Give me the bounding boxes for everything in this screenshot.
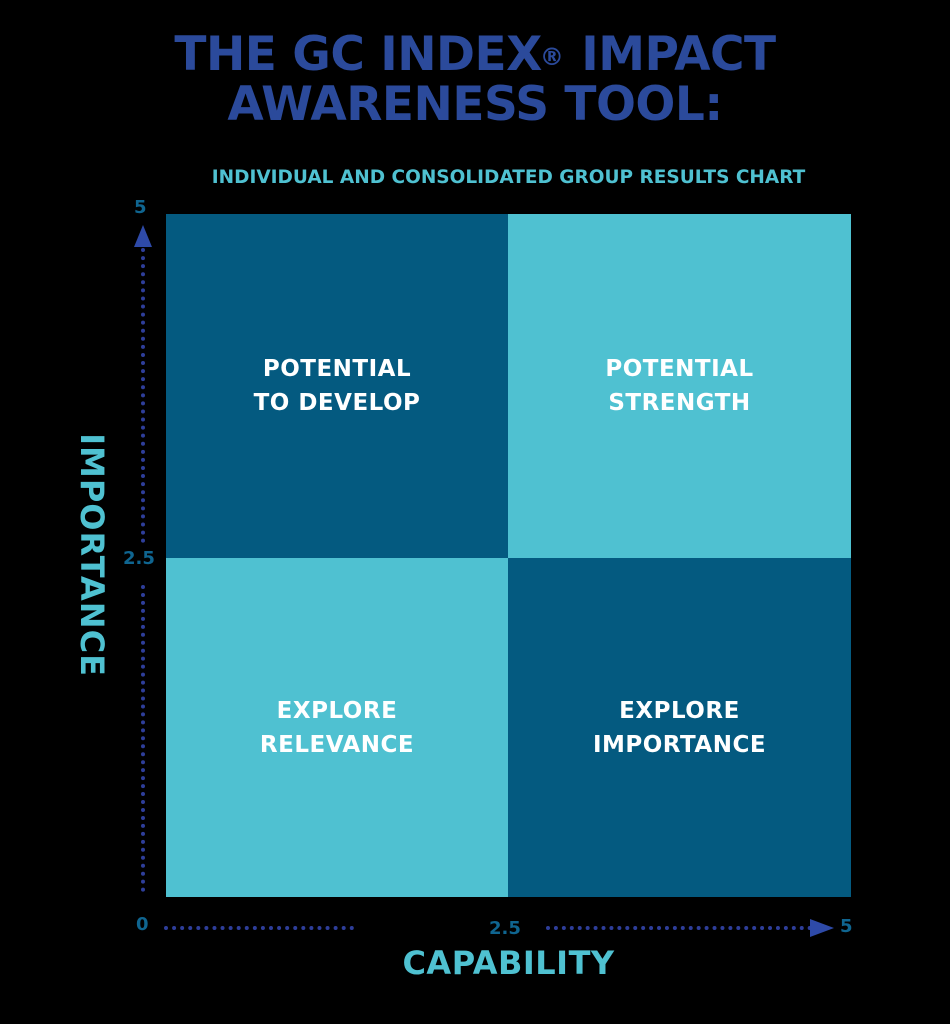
y-axis-line-upper <box>141 248 149 543</box>
x-axis-line-left <box>164 926 354 930</box>
x-axis-line-right <box>546 926 812 930</box>
origin-tick-0: 0 <box>136 914 149 935</box>
registered-mark: ® <box>539 43 564 71</box>
y-axis-line-lower <box>141 585 149 892</box>
title-line-2: AWARENESS TOOL: <box>227 77 723 132</box>
quadrant-explore-relevance: EXPLORE RELEVANCE <box>166 558 508 897</box>
x-tick-5: 5 <box>840 916 853 937</box>
title-line-1: THE GC INDEX® IMPACT <box>174 27 776 82</box>
y-tick-2-5: 2.5 <box>123 548 155 569</box>
y-axis-label: IMPORTANCE <box>73 433 111 677</box>
y-axis-arrow-icon <box>134 225 152 247</box>
quadrant-chart: POTENTIAL TO DEVELOP POTENTIAL STRENGTH … <box>166 214 851 897</box>
quadrant-potential-strength: POTENTIAL STRENGTH <box>508 214 851 558</box>
quadrant-explore-importance: EXPLORE IMPORTANCE <box>508 558 851 897</box>
y-tick-5: 5 <box>134 197 147 218</box>
x-axis-arrow-icon <box>810 919 834 937</box>
x-axis-label: CAPABILITY <box>402 944 615 982</box>
x-tick-2-5: 2.5 <box>489 918 521 939</box>
chart-subtitle: INDIVIDUAL AND CONSOLIDATED GROUP RESULT… <box>211 167 806 188</box>
quadrant-potential-to-develop: POTENTIAL TO DEVELOP <box>166 214 508 558</box>
chart-title: THE GC INDEX® IMPACT AWARENESS TOOL: <box>0 30 950 130</box>
